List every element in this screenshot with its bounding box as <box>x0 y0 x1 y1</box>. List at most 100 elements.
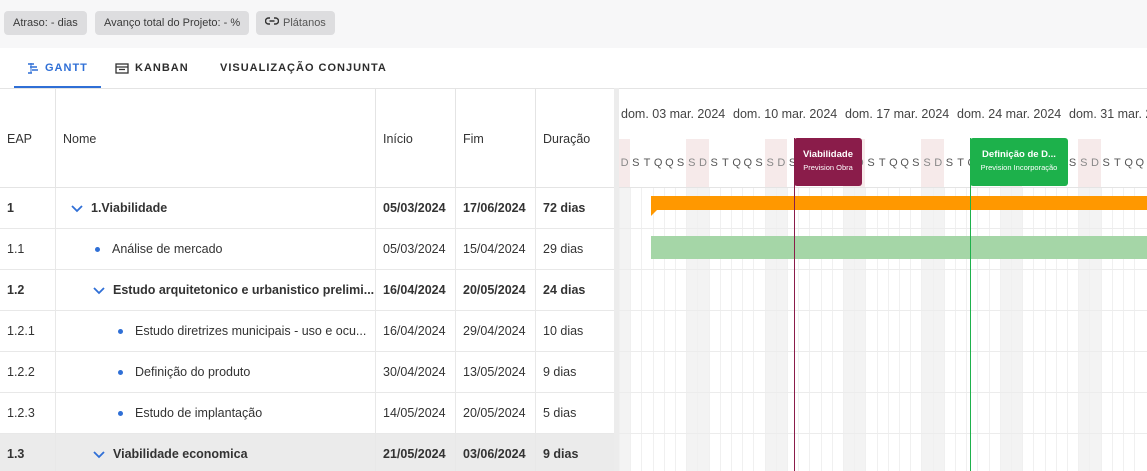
project-link-chip[interactable]: Plátanos <box>256 11 335 35</box>
task-bar[interactable] <box>651 236 1147 259</box>
day-letter: D <box>697 139 709 187</box>
week-label: dom. 10 mar. 2024 <box>733 107 838 121</box>
day-letter: S <box>1068 157 1077 169</box>
tab-kanban[interactable]: KANBAN <box>115 48 189 88</box>
day-column <box>641 188 652 471</box>
eap-cell: 1.2.3 <box>0 393 56 433</box>
day-column <box>1134 188 1145 471</box>
chevron-down-icon[interactable] <box>93 271 105 310</box>
day-column <box>809 188 820 471</box>
start-cell: 05/03/2024 <box>376 188 456 228</box>
day-column <box>1022 188 1033 471</box>
task-name: Estudo de implantação <box>135 406 263 420</box>
table-row[interactable]: 1.2 Estudo arquitetonico e urbanistico p… <box>0 270 614 311</box>
day-column <box>1100 188 1112 471</box>
eap-cell: 1.3 <box>0 434 56 471</box>
project-progress-chip[interactable]: Avanço total do Projeto: - % <box>95 11 250 35</box>
col-header-fim[interactable]: Fim <box>456 89 536 189</box>
name-cell: Estudo diretrizes municipais - uso e ocu… <box>56 311 376 351</box>
panel-resize-handle[interactable] <box>614 88 619 471</box>
milestone-flag-definicao[interactable]: Definição de D... Prevision Incorporação <box>970 138 1068 186</box>
duration-cell: 72 dias <box>543 201 586 215</box>
task-table: EAP Nome Início Fim Duração 1 1.Viabilid… <box>0 88 614 471</box>
day-column <box>999 188 1011 471</box>
table-row[interactable]: 1.2.3 Estudo de implantação 14/05/2024 2… <box>0 393 614 434</box>
day-column <box>742 188 753 471</box>
day-column <box>719 188 731 471</box>
tab-joint-view[interactable]: VISUALIZAÇÃO CONJUNTA <box>220 48 387 88</box>
table-row[interactable]: 1.2.1 Estudo diretrizes municipais - uso… <box>0 311 614 352</box>
duration-cell: 9 dias <box>543 365 577 379</box>
table-row[interactable]: 1.3 Viabilidade economica 21/05/2024 03/… <box>0 434 614 471</box>
duration-cell: 24 dias <box>543 283 586 297</box>
chevron-down-icon[interactable] <box>71 189 83 228</box>
milestone-flag-viabilidade[interactable]: Viabilidade Prevision Obra <box>794 138 862 186</box>
day-letter: Q <box>900 157 909 169</box>
table-row[interactable]: 1.1 Análise de mercado 05/03/2024 15/04/… <box>0 229 614 270</box>
day-column <box>663 188 675 471</box>
day-column <box>1067 188 1078 471</box>
day-column <box>775 188 787 471</box>
day-column <box>966 188 977 471</box>
project-status-bar: Atraso: - dias Avanço total do Projeto: … <box>0 0 1147 48</box>
day-column <box>798 188 809 471</box>
row-divider <box>619 269 1147 270</box>
start-cell: 16/04/2024 <box>376 311 456 351</box>
duration-cell: 29 dias <box>543 242 584 256</box>
day-column <box>1078 188 1090 471</box>
milestone-title: Definição de D... <box>982 149 1056 160</box>
eap-cell: 1 <box>0 188 56 228</box>
day-column <box>988 188 1000 471</box>
start-cell: 16/04/2024 <box>376 270 456 310</box>
end-cell: 13/05/2024 <box>456 352 536 392</box>
day-column <box>1123 188 1134 471</box>
day-column <box>932 188 944 471</box>
progress-label: Avanço total do Projeto: - % <box>104 17 241 29</box>
duration-cell: 9 dias <box>543 447 579 461</box>
gantt-icon <box>28 63 38 74</box>
gantt-chart: dom. 03 mar. 2024 dom. 10 mar. 2024 dom. 1… <box>619 88 1147 471</box>
table-row[interactable]: 1.2.2 Definição do produto 30/04/2024 13… <box>0 352 614 393</box>
day-column <box>652 188 664 471</box>
day-letter: S <box>755 157 763 169</box>
day-column <box>787 188 798 471</box>
week-label: dom. 31 mar. 2024 <box>1069 107 1147 121</box>
name-cell: Estudo arquitetonico e urbanistico preli… <box>56 270 376 310</box>
eap-cell: 1.2.1 <box>0 311 56 351</box>
day-column <box>910 188 921 471</box>
eap-cell: 1.1 <box>0 229 56 269</box>
day-column <box>1089 188 1101 471</box>
tab-joint-view-label: VISUALIZAÇÃO CONJUNTA <box>220 62 387 74</box>
row-divider <box>619 310 1147 311</box>
name-cell: Definição do produto <box>56 352 376 392</box>
day-column <box>865 188 876 471</box>
end-cell: 17/06/2024 <box>456 188 536 228</box>
day-column <box>820 188 832 471</box>
chevron-down-icon[interactable] <box>93 435 105 471</box>
delay-chip[interactable]: Atraso: - dias <box>4 11 87 35</box>
day-letter: T <box>643 157 651 169</box>
table-row[interactable]: 1 1.Viabilidade 05/03/2024 17/06/2024 72… <box>0 188 614 229</box>
day-letter: S <box>710 157 718 169</box>
col-header-duracao[interactable]: Duração <box>543 132 591 146</box>
name-cell: Análise de mercado <box>56 229 376 269</box>
day-column <box>977 188 988 471</box>
delay-label: Atraso: - dias <box>13 17 78 29</box>
day-column <box>955 188 966 471</box>
bullet-icon <box>118 370 123 376</box>
start-cell: 30/04/2024 <box>376 352 456 392</box>
day-column <box>630 188 641 471</box>
day-column <box>876 188 888 471</box>
day-column <box>899 188 910 471</box>
col-header-eap[interactable]: EAP <box>0 89 56 189</box>
tab-gantt-label: GANTT <box>45 62 88 74</box>
link-icon <box>264 11 280 35</box>
day-letter: D <box>775 139 787 187</box>
tab-gantt[interactable]: GANTT <box>14 48 101 88</box>
summary-task-bar[interactable] <box>651 196 1147 216</box>
col-header-inicio[interactable]: Início <box>376 89 456 189</box>
day-column <box>753 188 764 471</box>
bullet-icon <box>118 329 123 335</box>
day-column <box>1044 188 1056 471</box>
col-header-nome[interactable]: Nome <box>56 89 376 189</box>
